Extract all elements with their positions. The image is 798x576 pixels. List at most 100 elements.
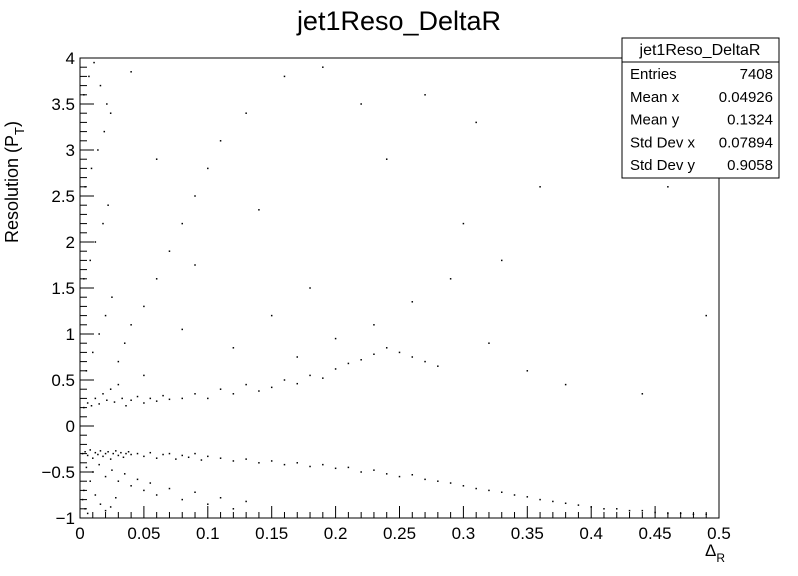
data-point [149, 397, 152, 400]
data-point [437, 480, 439, 482]
data-point [98, 333, 100, 335]
data-point [462, 485, 465, 487]
data-point [309, 374, 311, 377]
data-point [102, 222, 104, 225]
data-point [155, 457, 158, 459]
x-axis-label-sub: R [716, 551, 725, 565]
data-point [398, 351, 401, 354]
y-axis-label-close: ) [2, 121, 22, 127]
y-tick-label: 3 [66, 141, 75, 160]
stats-row-label: Mean x [630, 89, 680, 106]
data-point [94, 241, 97, 243]
data-point [373, 324, 375, 326]
data-point [309, 465, 311, 468]
data-point [109, 458, 112, 460]
data-point [99, 503, 102, 505]
data-point [92, 457, 94, 459]
data-point [155, 158, 158, 160]
data-point [107, 204, 109, 206]
data-point [94, 451, 97, 454]
data-point [117, 383, 120, 386]
data-point [641, 509, 644, 512]
data-point [513, 494, 516, 496]
data-point [360, 103, 362, 105]
data-point [143, 489, 145, 492]
data-point [411, 474, 414, 476]
data-point [181, 222, 183, 225]
x-tick-label: 0.5 [707, 524, 731, 543]
data-point [102, 455, 104, 458]
data-point [97, 453, 99, 456]
data-point [127, 451, 130, 453]
x-tick-label: 0.05 [127, 524, 160, 543]
data-point [245, 112, 247, 114]
data-point [488, 489, 490, 492]
data-point [85, 466, 88, 469]
y-axis: −1 −0.5 0 0.5 1 1.5 2 2.5 3 3.5 4 [41, 49, 94, 528]
data-point [667, 186, 669, 188]
data-point [411, 301, 414, 303]
data-point [89, 259, 91, 262]
x-tick-label: 0.25 [383, 524, 416, 543]
stats-row-value: 0.1324 [727, 112, 773, 129]
data-point [194, 264, 196, 266]
data-point [245, 458, 247, 460]
stats-row-value: 0.9058 [727, 157, 773, 174]
data-point [109, 112, 112, 114]
stats-row-label: Std Dev y [630, 157, 696, 174]
data-point [296, 462, 299, 464]
data-point [181, 397, 183, 400]
x-axis: 0 0.05 0.1 0.15 0.2 0.25 0.3 0.35 0.4 0.45 0.5 [75, 506, 731, 543]
stats-box: jet1Reso_DeltaR Entries 7408 Mean x 0.04926… [621, 37, 780, 179]
data-point [705, 314, 707, 317]
data-point [90, 167, 93, 170]
y-axis-label: Resolution (PT) [2, 121, 27, 243]
data-point [360, 471, 362, 473]
stats-box-frame [621, 37, 780, 179]
data-point [322, 377, 324, 379]
data-point [449, 278, 452, 280]
data-point [334, 337, 337, 340]
data-point [398, 475, 401, 478]
stats-box-rows: Entries 7408 Mean x 0.04926 Mean y 0.1324 Std … [630, 66, 773, 174]
data-point [449, 482, 452, 484]
data-point [194, 491, 196, 493]
data-point [104, 452, 107, 455]
data-point [207, 167, 209, 170]
data-point [175, 458, 177, 460]
data-point [181, 498, 183, 501]
data-point [122, 456, 125, 459]
data-point [628, 509, 631, 512]
y-tick-label: 3.5 [51, 95, 75, 114]
data-point [322, 463, 324, 466]
y-tick-label: 1.5 [51, 279, 75, 298]
stats-row-label: Std Dev x [630, 134, 696, 151]
stats-box-title: jet1Reso_DeltaR [639, 42, 761, 59]
data-point [526, 496, 529, 498]
data-point [143, 374, 145, 377]
data-point [84, 451, 86, 453]
data-point [322, 66, 324, 68]
y-tick-label: −1 [56, 509, 75, 528]
data-point [219, 140, 222, 142]
data-point [130, 485, 132, 487]
data-point [89, 480, 91, 482]
data-point [603, 508, 605, 510]
data-point [437, 365, 439, 367]
data-point [94, 494, 97, 496]
data-point [88, 75, 90, 78]
data-point [130, 71, 132, 73]
data-point [258, 390, 260, 392]
stats-row-value: 7408 [740, 66, 773, 83]
x-tick-label: 0.45 [639, 524, 672, 543]
y-tick-label: 4 [66, 49, 75, 68]
y-tick-label: 0 [66, 417, 75, 436]
data-point [168, 487, 171, 490]
x-axis-label: ΔR [705, 541, 725, 565]
data-point [168, 452, 171, 455]
data-point [424, 360, 426, 363]
data-point [86, 454, 89, 457]
data-point [552, 500, 554, 503]
data-point [564, 383, 567, 386]
